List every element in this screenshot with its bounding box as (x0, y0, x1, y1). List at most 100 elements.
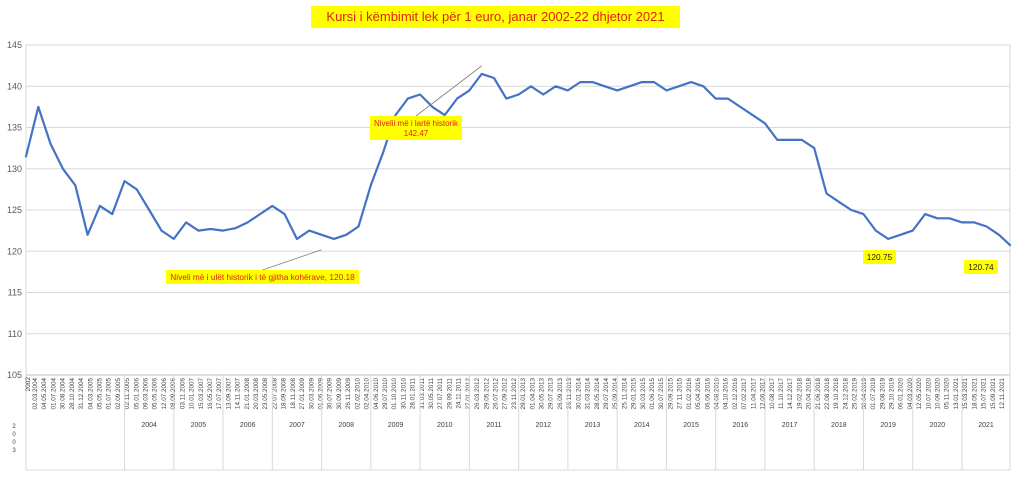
x-date-label: 27.09.2012 (502, 378, 509, 410)
x-date-label: 29.05.2012 (483, 378, 490, 410)
x-date-label: 01.02.2016 (686, 378, 693, 410)
annotation-box (863, 250, 896, 264)
x-date-label: 13.01.2021 (953, 378, 960, 410)
x-date-label: 10.01.2007 (189, 378, 196, 410)
x-date-label: 15.09.2021 (990, 378, 997, 410)
x-date-label: 23.11.2012 (511, 378, 518, 410)
x-date-label: 26.07.2012 (492, 378, 499, 410)
x-date-label: 27.01.2009 (299, 378, 306, 410)
x-date-label: 25.11.2014 (621, 378, 628, 410)
x-date-label: 30.11.2010 (400, 378, 407, 410)
x-date-label: 29.07.2014 (603, 378, 610, 410)
x-date-label: 26.11.2013 (566, 378, 573, 410)
x-date-label: 02.11.2005 (124, 378, 131, 410)
y-tick-label: 115 (8, 288, 22, 298)
x-date-label: 02.09.2005 (115, 378, 122, 410)
x-date-label: 29.01.2013 (520, 378, 527, 410)
x-date-label: 05.01.2006 (133, 378, 140, 410)
y-tick-label: 145 (7, 40, 22, 50)
x-year-label: 2008 (338, 422, 354, 429)
x-date-label: 05.04.2016 (695, 378, 702, 410)
x-date-label: 12.07.2006 (161, 378, 168, 410)
x-date-label: 01.06.2015 (649, 378, 656, 410)
x-year-label: 2009 (388, 422, 404, 429)
annotation-leader (262, 249, 322, 271)
x-date-label: 30.04.2019 (861, 378, 868, 410)
x-year-label: 2021 (978, 422, 994, 429)
x-date-label: 18.05.2021 (971, 378, 978, 410)
x-year-label: 2015 (683, 422, 699, 429)
x-date-label: 29.07.2010 (382, 378, 389, 410)
y-tick-label: 120 (7, 246, 22, 256)
annotation-label: Niveli më i ulët historik i të gjitha ko… (170, 272, 355, 282)
x-date-label: 26.11.2009 (345, 378, 352, 410)
x-date-label: 24.12.2018 (842, 378, 849, 410)
x-date-label: 30.05.2013 (539, 378, 546, 410)
annotation-label: 120.75 (867, 252, 893, 262)
annotation-box (964, 260, 998, 274)
x-date-label: 19.10.2018 (833, 378, 840, 410)
x-date-label: 30.03.2015 (640, 378, 647, 410)
x-date-label: 01.10.2010 (391, 378, 398, 410)
x-year-label: 2020 (930, 422, 946, 429)
y-tick-label: 125 (7, 205, 22, 215)
x-date-label: 01.07.2005 (106, 378, 113, 410)
x-date-label: 06.01.2020 (898, 378, 905, 410)
x-date-label: 31.03.2014 (585, 378, 592, 410)
x-date-label: 05.05.2006 (152, 378, 159, 410)
x-date-label: 10.08.2017 (769, 378, 776, 410)
x-year-label: 2019 (880, 422, 896, 429)
x-first-label-char: 2 (12, 424, 16, 430)
x-date-label: 27.11.2015 (677, 378, 684, 410)
x-date-label: 13.09.2007 (225, 378, 232, 410)
x-first-label: 2002 (25, 377, 32, 392)
x-date-label: 29.07.2013 (548, 378, 555, 410)
x-date-label: 01.07.2004 (50, 378, 57, 410)
x-date-label: 30.09.2009 (336, 378, 343, 410)
x-date-label: 05.05.2005 (96, 378, 103, 410)
x-year-label: 2010 (437, 422, 453, 429)
annotation-label: 120.74 (968, 262, 994, 272)
chart-title: Kursi i këmbimit lek për 1 euro, janar 2… (311, 6, 680, 28)
x-date-label: 03.11.2006 (179, 378, 186, 410)
x-date-label: 22.08.2018 (824, 378, 831, 410)
x-date-label: 28.10.2004 (69, 378, 76, 410)
x-date-label: 25.09.2014 (612, 378, 619, 410)
x-date-label: 18.09.2008 (281, 378, 288, 410)
x-date-label: 30.07.2009 (327, 378, 334, 410)
y-tick-label: 110 (8, 329, 22, 339)
x-date-label: 05.11.2020 (944, 378, 951, 410)
x-date-label: 19.02.2018 (796, 378, 803, 410)
x-date-label: 14.11.2007 (235, 378, 242, 410)
x-date-label: 15.03.2021 (962, 378, 969, 410)
x-date-label: 02.04.2010 (364, 378, 371, 410)
x-date-label: 31.12.2004 (78, 378, 85, 410)
x-first-label-char: 0 (12, 440, 16, 446)
x-year-label: 2013 (585, 422, 601, 429)
y-tick-label: 140 (7, 81, 22, 91)
annotation-box (166, 270, 359, 284)
x-date-label: 04.03.2020 (907, 378, 914, 410)
x-date-label: 12.06.2017 (760, 378, 767, 410)
x-date-label: 25.02.2019 (852, 378, 859, 410)
annotation-box (370, 116, 462, 140)
x-date-label: 31.03.2011 (419, 378, 426, 410)
x-year-label: 2005 (191, 422, 207, 429)
x-date-label: 10.09.2020 (935, 378, 942, 410)
x-date-label: 26.03.2012 (474, 378, 481, 410)
x-date-label: 01.06.2009 (317, 378, 324, 410)
x-date-label: 01.07.2019 (870, 378, 877, 410)
x-date-label: 09.03.2006 (143, 378, 150, 410)
x-date-label: 02.12.2016 (732, 378, 739, 410)
x-date-label: 02.02.2010 (354, 378, 361, 410)
x-date-label: 27.07.2011 (437, 378, 444, 410)
x-date-label: 20.03.2008 (253, 378, 260, 410)
x-date-label: 30.01.2014 (575, 378, 582, 410)
x-date-label: 01.04.2013 (529, 378, 536, 410)
x-date-label: 07.02.2017 (741, 378, 748, 410)
x-year-label: 2018 (831, 422, 847, 429)
x-date-label: 24.11.2011 (456, 378, 463, 409)
y-tick-label: 105 (7, 370, 22, 380)
